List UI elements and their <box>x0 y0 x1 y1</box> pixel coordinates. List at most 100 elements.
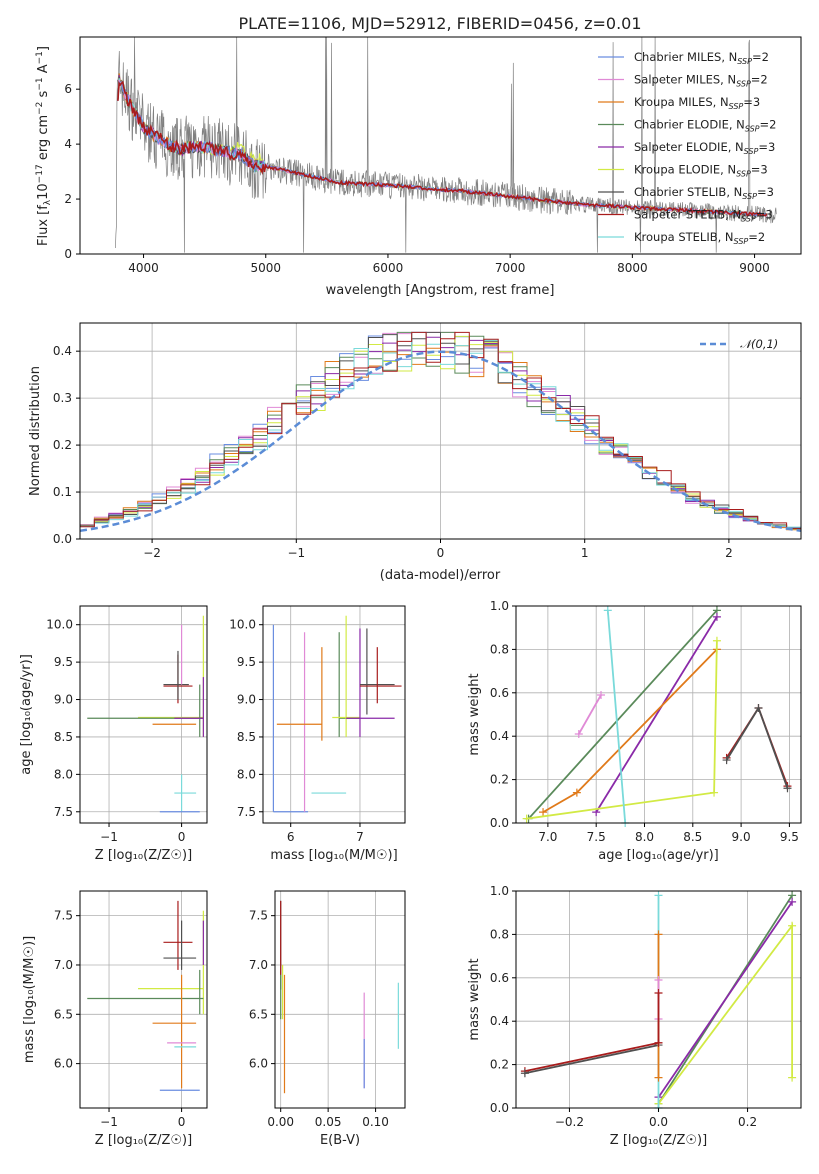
y-tick-label: 0.0 <box>490 816 509 830</box>
y-tick-label: 9.5 <box>54 655 73 669</box>
y-tick-label: 0.6 <box>490 686 509 700</box>
y-tick-label: 0 <box>64 247 72 261</box>
x-tick-label: −1 <box>287 546 305 560</box>
kroupa-elodie-weight-marker <box>522 814 531 823</box>
residual-histogram-panel: −2 −1 0 1 2 0.0 0.1 0.2 0.3 0.4 (data-model)/erro… <box>28 322 802 583</box>
y-tick-label: 8.0 <box>54 767 73 781</box>
legend-label-kroupa-stelib: Kroupa STELIB, NSSP=2 <box>634 230 765 246</box>
y-tick-label: 10.0 <box>46 618 73 632</box>
axes-frame <box>79 890 208 1109</box>
y-axis-label: mass [log₁₀(M/M☉)] <box>22 936 37 1063</box>
y-tick-label: 6 <box>64 82 72 96</box>
histogram-ylabel: Normed distribution <box>28 366 43 496</box>
x-axis-label: Z [log₁₀(Z/Z☉)] <box>95 848 192 863</box>
histogram-legend: 𝒩(0,1) <box>700 337 778 351</box>
x-tick-label: 6 <box>287 830 295 844</box>
panel-data <box>520 891 797 1112</box>
chabrier-stelib-weight-line <box>725 705 789 789</box>
x-tick-label: 0 <box>178 1115 186 1129</box>
salpeter-elodie-weight-line <box>657 901 793 1098</box>
normal-legend-label: 𝒩(0,1) <box>740 337 778 351</box>
salpeter-elodie-weight-line <box>595 616 718 813</box>
y-tick-label: 6.5 <box>249 1007 268 1021</box>
spectrum-ylabel: Flux [fλ10−17 erg cm−2 s−1 A−1] <box>35 46 53 246</box>
y-tick-label: 9.0 <box>237 693 256 707</box>
x-tick-label: 0 <box>437 546 445 560</box>
salpeter-stelib-weight-line <box>524 1042 659 1072</box>
y-tick-label: 0.4 <box>53 344 72 358</box>
x-tick-label: 4000 <box>128 261 159 275</box>
axes-frame <box>262 605 406 824</box>
x-axis-label: Z [log₁₀(Z/Z☉)] <box>610 1133 707 1148</box>
y-tick-label: 7.5 <box>249 909 268 923</box>
y-tick-label: 0.1 <box>53 485 72 499</box>
x-tick-label: 7000 <box>495 261 526 275</box>
y-tick-label: 7.0 <box>249 958 268 972</box>
kroupa-elodie-weight-marker <box>712 636 721 645</box>
y-tick-label: 0.8 <box>490 927 509 941</box>
legend-label-kroupa-elodie: Kroupa ELODIE, NSSP=3 <box>634 163 768 179</box>
x-tick-label: −1 <box>100 830 118 844</box>
x-tick-label: 2 <box>725 546 733 560</box>
kroupa-elodie-weight-line <box>526 640 718 820</box>
x-tick-label: 0.05 <box>315 1115 342 1129</box>
y-tick-label: 6.0 <box>54 1057 73 1071</box>
mass-vs-ebv-panel: 0.00 0.05 0.10 6.0 6.5 7.0 7.5 E(B-V) <box>249 890 406 1148</box>
x-tick-label: 7 <box>356 830 364 844</box>
y-tick-label: 7.5 <box>237 805 256 819</box>
salpeter-elodie-weight-marker <box>788 897 797 906</box>
chabrier-stelib-weight-marker <box>754 703 763 712</box>
x-tick-label: 9.0 <box>732 830 751 844</box>
salpeter-miles-weight-line <box>578 694 602 735</box>
y-axis-label: mass weight <box>467 673 482 755</box>
chabrier-stelib-histogram-step <box>80 331 801 529</box>
y-axis-label: mass weight <box>467 958 482 1040</box>
panel-data <box>87 900 204 1091</box>
axes-frame <box>274 890 406 1109</box>
legend-label-chabrier-miles: Chabrier MILES, NSSP=2 <box>634 50 769 66</box>
axes-frame <box>79 605 208 824</box>
y-axis-label: age [log₁₀(age/yr)] <box>19 654 34 775</box>
legend-label-salpeter-stelib: Salpeter STELIB, NSSP=3 <box>634 208 773 224</box>
axes-frame <box>515 605 802 824</box>
x-axis-label: age [log₁₀(age/yr)] <box>598 848 719 863</box>
weight-vs-age-panel: 7.0 7.5 8.0 8.5 9.0 9.5 0.0 0.2 0.4 0.6 0.8 1.0 age … <box>467 599 802 863</box>
chabrier-stelib-weight-marker <box>520 1069 529 1078</box>
x-tick-label: 9000 <box>739 261 770 275</box>
salpeter-stelib-weight-marker <box>654 1038 663 1047</box>
salpeter-miles-weight-marker <box>574 730 583 739</box>
y-tick-label: 9.5 <box>237 655 256 669</box>
x-tick-label: 5000 <box>250 261 281 275</box>
x-tick-label: 8000 <box>617 261 648 275</box>
x-tick-label: 0.10 <box>362 1115 389 1129</box>
y-tick-label: 0.4 <box>490 729 509 743</box>
x-tick-label: 0.2 <box>738 1115 757 1129</box>
y-tick-label: 6.5 <box>54 1007 73 1021</box>
y-tick-label: 0.2 <box>490 773 509 787</box>
kroupa-elodie-weight-marker <box>788 921 797 930</box>
spectrum-xlabel: wavelength [Angstrom, rest frame] <box>326 283 555 298</box>
x-tick-label: −0.2 <box>555 1115 584 1129</box>
y-tick-label: 8.5 <box>237 730 256 744</box>
y-tick-label: 0.0 <box>490 1101 509 1115</box>
kroupa-stelib-weight-marker <box>603 606 612 615</box>
legend-label-kroupa-miles: Kroupa MILES, NSSP=3 <box>634 95 760 111</box>
observed-spectrum-line <box>115 36 777 253</box>
x-tick-label: 8.5 <box>683 830 702 844</box>
x-tick-label: 7.0 <box>538 830 557 844</box>
chabrier-stelib-weight-marker <box>783 784 792 793</box>
x-tick-label: 0.0 <box>649 1115 668 1129</box>
y-tick-label: 1.0 <box>490 599 509 613</box>
y-tick-label: 7.0 <box>54 958 73 972</box>
figure-title: PLATE=1106, MJD=52912, FIBERID=0456, z=0… <box>238 14 641 33</box>
x-tick-label: 1 <box>581 546 589 560</box>
x-tick-label: 6000 <box>373 261 404 275</box>
x-tick-label: 8.0 <box>635 830 654 844</box>
y-tick-label: 0.2 <box>53 438 72 452</box>
y-tick-label: 8.5 <box>54 730 73 744</box>
y-tick-label: 7.5 <box>54 909 73 923</box>
x-tick-label: 7.5 <box>587 830 606 844</box>
kroupa-stelib-weight-marker <box>654 891 663 900</box>
legend-label-salpeter-elodie: Salpeter ELODIE, NSSP=3 <box>634 140 775 156</box>
